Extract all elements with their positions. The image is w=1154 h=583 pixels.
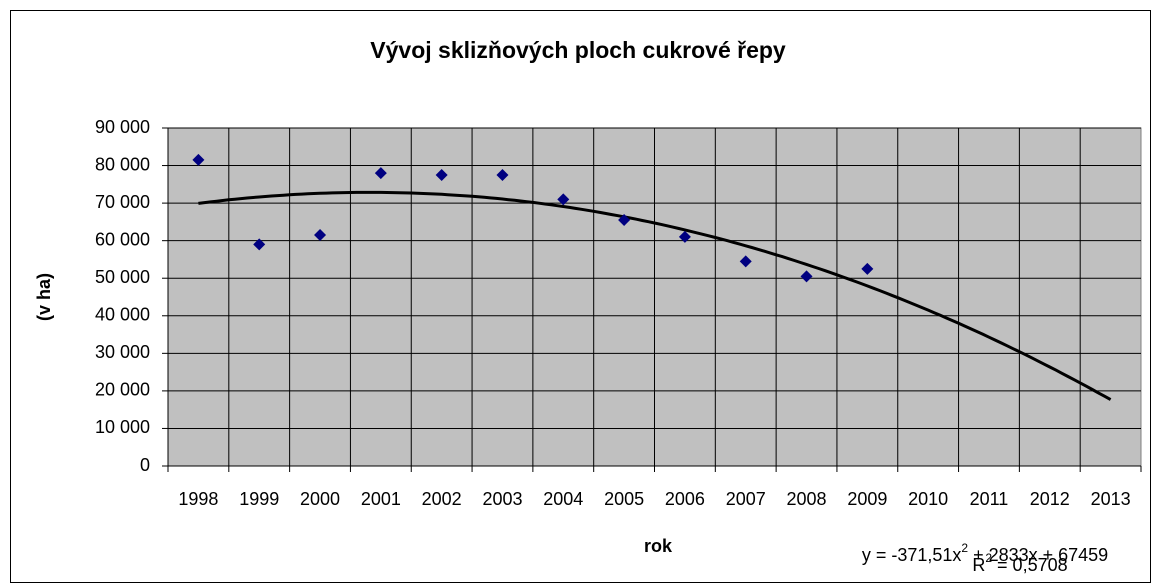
y-tick-label: 60 000 [95,229,150,249]
x-tick-label: 2010 [908,489,948,509]
x-tick-label: 2012 [1030,489,1070,509]
y-tick-label: 10 000 [95,417,150,437]
x-tick-label: 2013 [1091,489,1131,509]
x-tick-label: 2008 [787,489,827,509]
trendline-r-squared: R2 = 0,5708 [972,551,1067,575]
y-tick-label: 30 000 [95,342,150,362]
equation-part: y = -371,51x [862,545,962,565]
trendline-equation: y = -371,51x2 + 2833x + 67459 [862,541,1108,565]
x-tick-label: 2003 [482,489,522,509]
x-tick-label: 1998 [178,489,218,509]
chart-title: Vývoj sklizňových ploch cukrové řepy [370,37,786,63]
data-point [192,153,205,166]
r2-part: = 0,5708 [992,555,1068,575]
x-tick-label: 2002 [422,489,462,509]
x-tick-label: 2006 [665,489,705,509]
y-tick-label: 50 000 [95,267,150,287]
y-tick-label: 0 [140,455,150,475]
data-point [374,167,387,180]
y-tick-label: 80 000 [95,154,150,174]
data-point [435,168,448,181]
data-point [739,255,752,268]
x-tick-label: 2007 [726,489,766,509]
y-tick-label: 70 000 [95,192,150,212]
x-axis-label: rok [644,536,673,556]
data-point [861,262,874,275]
r2-part: R [972,555,985,575]
data-point [800,270,813,283]
data-point [496,168,509,181]
x-tick-label: 2009 [847,489,887,509]
equation-part: 2 [961,541,968,555]
data-point [314,229,327,242]
x-tick-label: 2011 [970,489,1009,509]
y-tick-label: 90 000 [95,117,150,137]
data-point [618,214,631,227]
x-tick-label: 2001 [361,489,401,509]
data-point [253,238,266,251]
data-point [557,193,570,206]
x-tick-label: 2005 [604,489,644,509]
x-tick-label: 2000 [300,489,340,509]
trendline [198,190,1112,401]
r2-part: 2 [985,551,992,565]
y-tick-label: 40 000 [95,305,150,325]
data-point [678,230,691,243]
x-tick-label: 2004 [543,489,583,509]
y-tick-label: 20 000 [95,380,150,400]
equation-part: + 2833x + 67459 [968,545,1108,565]
y-axis-label: (v ha) [34,273,54,321]
x-tick-label: 1999 [239,489,279,509]
